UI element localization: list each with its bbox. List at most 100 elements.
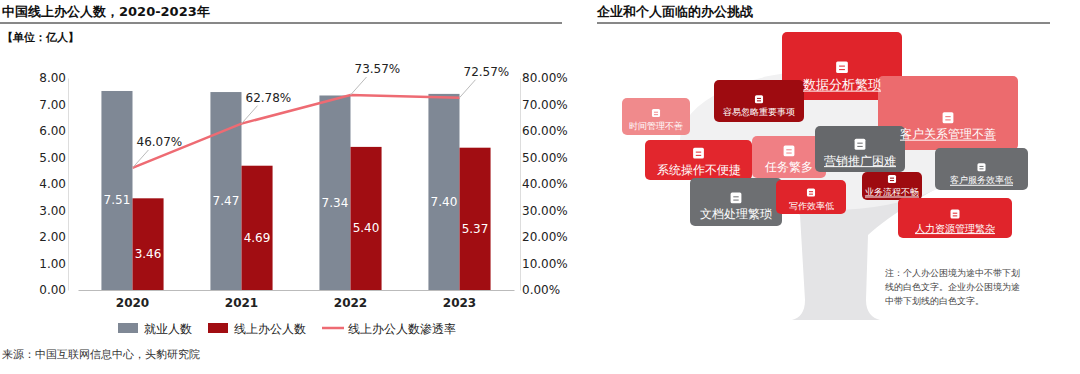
- x-tick: 2020: [116, 290, 149, 310]
- challenge-icon: [951, 210, 960, 219]
- legend-swatch: [118, 323, 138, 333]
- legend: 就业人数 线上办公人数 线上办公人数渗透率: [118, 322, 456, 336]
- y-tick-label: 7.00: [39, 98, 66, 112]
- challenge-label: 文档处理繁琐: [700, 207, 772, 221]
- y2-tick: 0.00%: [520, 283, 560, 297]
- icon-shape: [857, 146, 862, 147]
- icon-shape: [945, 116, 950, 117]
- challenge-icon: [784, 145, 795, 156]
- chart-subtitle: 【单位：亿人】: [2, 31, 79, 44]
- icon-shape: [809, 191, 813, 192]
- note: 线的白色文字。企业办公困境为途: [885, 282, 1020, 292]
- y2-tick: 30.00%: [520, 204, 568, 218]
- title-rule: [597, 23, 1050, 24]
- challenge-icon: [807, 188, 815, 196]
- y2-tick-label: 30.00%: [522, 204, 568, 218]
- challenge-label: 客户服务效率低: [950, 175, 1013, 185]
- y-tick-label: 1.00: [39, 257, 66, 271]
- title-rule: [0, 23, 562, 24]
- bar-label: 7.47: [213, 194, 240, 208]
- x-tick-label: 2021: [225, 296, 258, 310]
- legend-label: 就业人数: [144, 322, 192, 336]
- icon-shape: [945, 119, 950, 120]
- icon-shape: [807, 188, 815, 196]
- y-tick: 6.00: [39, 124, 68, 138]
- line-label: 73.57%: [355, 62, 401, 76]
- icon-shape: [733, 196, 738, 197]
- y-tick-label: 5.00: [39, 151, 66, 165]
- x-tick: 2022: [334, 290, 367, 310]
- label-underline: [865, 197, 919, 198]
- y2-axis: 0.00%10.00%20.00%30.00%40.00%50.00%60.00…: [520, 71, 568, 297]
- icon-shape: [839, 69, 845, 70]
- y2-tick-label: 80.00%: [522, 71, 568, 85]
- y2-tick: 40.00%: [520, 177, 568, 191]
- y-tick: 3.00: [39, 204, 68, 218]
- y-tick-label: 6.00: [39, 124, 66, 138]
- challenge-box: [622, 98, 690, 135]
- challenge-box: [815, 126, 905, 172]
- challenge-box: [645, 140, 752, 180]
- x-axis-line: [79, 290, 515, 291]
- legend-swatch: [322, 327, 344, 330]
- bar: [428, 94, 459, 290]
- icon-shape: [890, 180, 894, 181]
- x-tick-label: 2023: [443, 296, 476, 310]
- legend-label: 线上办公人数渗透率: [348, 322, 456, 336]
- y-tick: 1.00: [39, 257, 68, 271]
- y2-tick-label: 0.00%: [522, 283, 560, 297]
- y2-tick-label: 20.00%: [522, 230, 568, 244]
- y2-tick-label: 70.00%: [522, 98, 568, 112]
- challenge-label: 系统操作不便捷: [657, 163, 741, 177]
- challenge-label: 任务繁多: [764, 160, 813, 174]
- icon-shape: [786, 149, 791, 150]
- y2-tick: 10.00%: [520, 257, 568, 271]
- bar-label: 5.37: [462, 222, 489, 236]
- plot-area: [101, 91, 490, 290]
- bar-label: 5.40: [353, 221, 380, 235]
- challenge-box: [690, 178, 782, 226]
- icon-shape: [857, 143, 862, 144]
- icon-shape: [654, 112, 658, 113]
- y-tick: 5.00: [39, 151, 68, 165]
- bar: [460, 148, 491, 290]
- y-axis-line: [68, 79, 69, 291]
- bar-label: 7.51: [104, 193, 131, 207]
- bar-label: 3.46: [135, 247, 162, 261]
- legend-label: 线上办公人数: [234, 322, 306, 336]
- line-label: 62.78%: [246, 91, 292, 105]
- challenge-label: 容易忽略重要事项: [723, 107, 795, 117]
- y-tick: 2.00: [39, 230, 68, 244]
- y-tick: 8.00: [39, 71, 68, 85]
- icon-shape: [654, 114, 658, 115]
- y-tick-label: 4.00: [39, 177, 66, 191]
- icon-shape: [693, 148, 704, 159]
- icon-shape: [809, 194, 813, 195]
- icon-shape: [652, 109, 660, 117]
- icon-shape: [786, 153, 791, 154]
- y-tick-label: 2.00: [39, 230, 66, 244]
- challenge-icon: [855, 139, 866, 150]
- icon-shape: [836, 61, 848, 73]
- challenge-icon: [888, 175, 896, 183]
- y2-axis-line: [520, 79, 521, 291]
- y2-tick: 50.00%: [520, 151, 568, 165]
- icon-shape: [757, 100, 761, 101]
- y-tick: 0.00: [39, 283, 68, 297]
- x-tick-label: 2020: [116, 296, 149, 310]
- challenge-icon: [755, 95, 763, 103]
- challenge-icon: [836, 61, 848, 73]
- icon-shape: [696, 155, 701, 156]
- y-tick: 7.00: [39, 98, 68, 112]
- y2-tick-label: 50.00%: [522, 151, 568, 165]
- bar-label: 4.69: [244, 231, 271, 245]
- icon-shape: [953, 215, 958, 216]
- icon-shape: [839, 66, 845, 67]
- challenge-box: [752, 136, 826, 178]
- x-tick: 2021: [225, 290, 258, 310]
- bar: [351, 147, 382, 290]
- icon-shape: [733, 200, 738, 201]
- label-leader: [133, 150, 149, 168]
- challenge-box: [898, 198, 1012, 238]
- challenge-label: 客户关系管理不善: [900, 127, 996, 141]
